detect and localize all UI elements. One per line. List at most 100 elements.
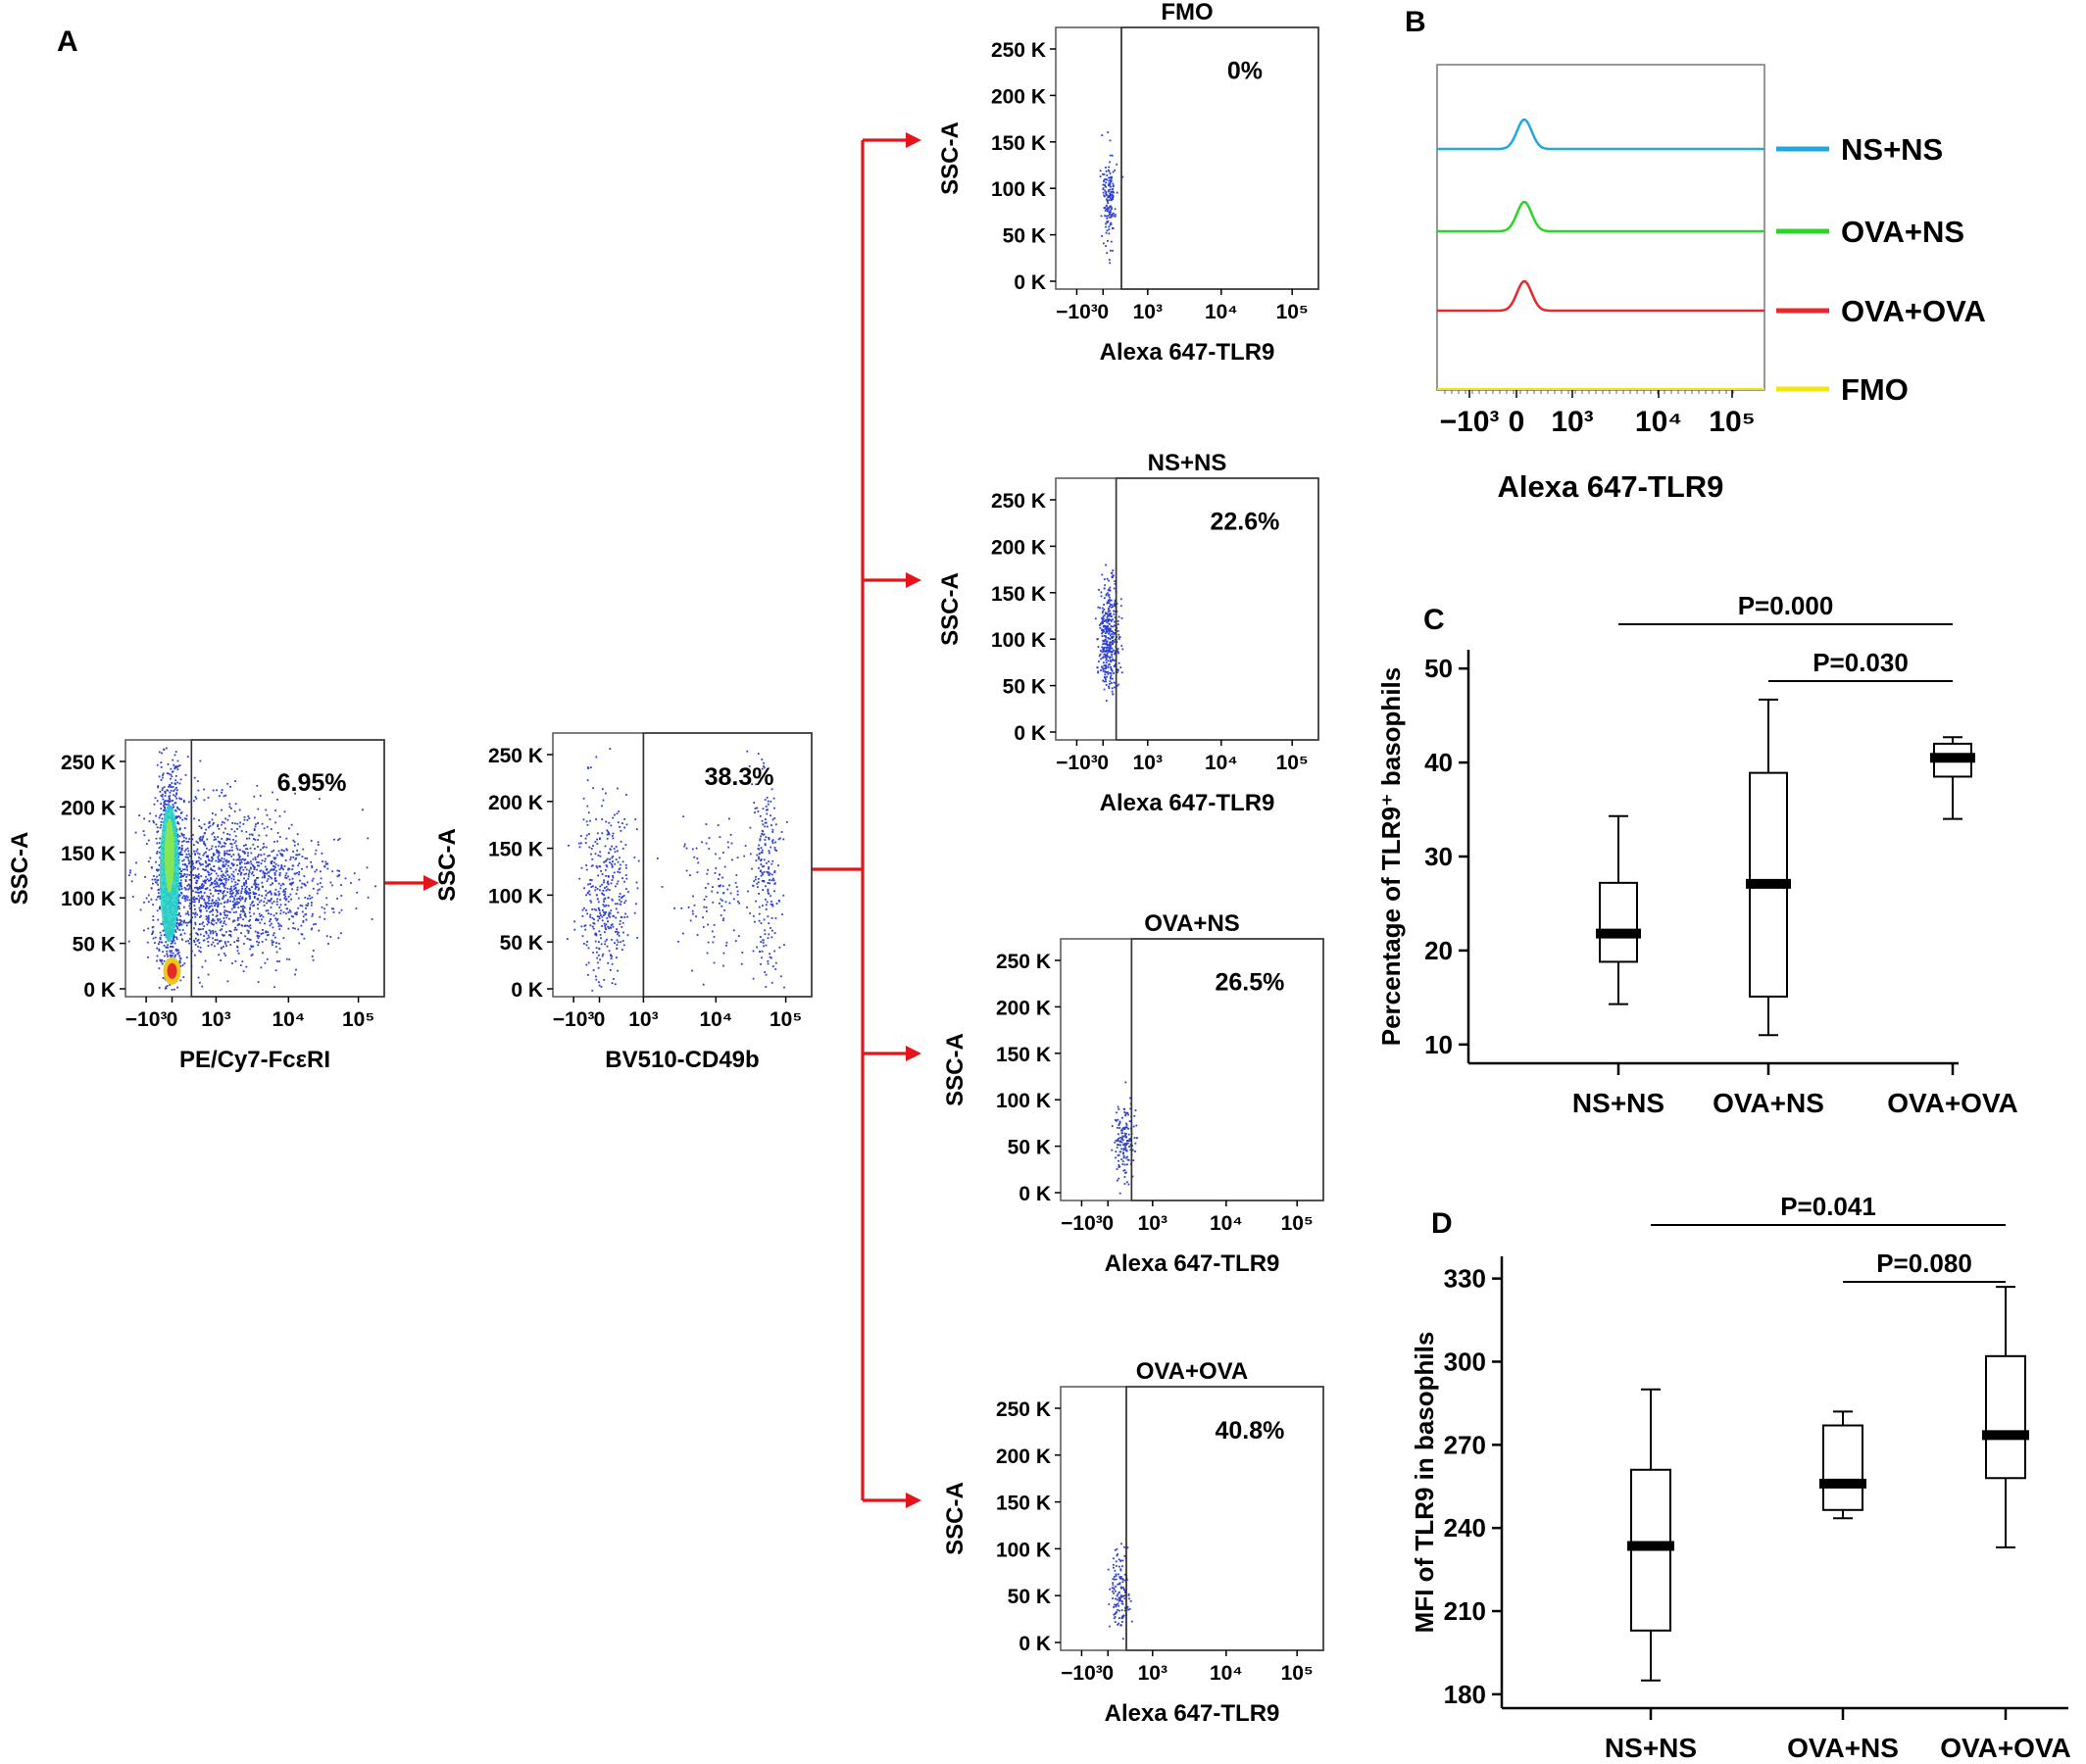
dot-plot-tlr9-ova-ns: 26.5% OVA+NS 250 K 200 K 150 K 100 K 50 K 0 K −1… [942,910,1324,1277]
histogram-trace [1437,280,1764,313]
y-tick-label: 50 K [1008,1137,1051,1159]
arrow-to-cd49b-gate [384,875,439,891]
y-tick-label: 100 K [991,178,1046,201]
plot-frame [1055,26,1319,290]
y-tick-label: 300 [1444,1347,1486,1376]
gate-percent: 38.3% [705,763,774,791]
event-dots [1111,1081,1138,1195]
x-tick-label: −10³ [1061,1662,1103,1685]
y-axis-label: SSC-A [942,1033,968,1106]
dot-plot-tlr9-ns-ns: 22.6% NS+NS 250 K 200 K 150 K 100 K 50 K 0 K −10… [937,450,1319,816]
x-tick-label: −10³ [125,1008,168,1031]
significance-bar: P=0.030 [1768,648,1953,682]
histogram-trace [1437,119,1764,151]
y-tick-label: 200 K [991,85,1046,108]
x-tick-label: 10⁵ [342,1008,374,1031]
y-tick-label: 250 K [996,1398,1051,1421]
dot-plot-tlr9-fmo: 0% FMO 250 K 200 K 150 K 100 K 50 K 0 K −10³ 0 10³… [937,0,1319,366]
dot-plot-gate-cd49b: 38.3% 250 K 200 K 150 K 100 K 50 K 0 K −10³ 0 10³… [434,732,813,1073]
x-tick-label: 0 [1097,752,1109,774]
arrow-to-ns-ns [863,572,921,588]
density-core [159,805,181,985]
gating-arrows [384,132,921,1508]
dot-plot-tlr9-ova-ova: 40.8% OVA+OVA 250 K 200 K 150 K 100 K 50 K 0 K−… [942,1358,1324,1727]
y-tick-label: 250 K [996,951,1051,973]
x-tick-label: 10⁴ [1210,1662,1243,1685]
x-tick-label: 0 [1102,1662,1114,1685]
histogram-trace [1437,201,1764,233]
histogram-panel-b: Alexa 647-TLR9 NS+NS OVA+NS OVA+OVA FMO −10³… [1436,64,1986,504]
histogram-xlabel: Alexa 647-TLR9 [1498,469,1724,504]
event-dots [1099,131,1124,265]
y-axis-label: SSC-A [937,122,964,195]
y-tick-label: 100 K [488,885,543,907]
box-ova-ns [1819,1410,1866,1520]
x-tick-label: 10³ [628,1008,658,1031]
histogram-frame [1436,64,1765,391]
y-tick-label: 200 K [488,792,543,814]
x-tick-label: 10⁴ [272,1008,305,1031]
histogram-x-tick: 10⁴ [1635,406,1682,438]
box-ova-ova [1930,736,1975,820]
x-tick-label: −10³ [1056,752,1098,774]
box-ova-ova [1982,1286,2029,1548]
y-axis-label: SSC-A [7,832,33,906]
y-tick-label: 200 K [991,536,1046,559]
y-tick-label: 200 K [996,997,1051,1019]
panel-label-d: D [1431,1207,1453,1240]
gate-box [1120,26,1319,290]
gate-box [642,732,813,998]
x-tick-label: 10³ [1138,1662,1167,1685]
x-tick-label: 0 [1097,301,1109,323]
y-tick-label: 50 K [73,934,116,956]
gate-box [1130,938,1324,1201]
y-tick-label: 250 K [488,745,543,767]
y-tick-label: 270 [1444,1430,1486,1459]
arrow-to-fmo [863,132,921,148]
y-tick-label: 20 [1424,936,1453,965]
gate-box [1125,1386,1324,1651]
x-category-label: OVA+OVA [1887,1088,2018,1118]
y-tick-label: 40 [1424,748,1453,777]
y-tick-label: 150 K [991,583,1046,606]
x-tick-label: 0 [167,1008,178,1031]
y-tick-label: 100 K [61,888,116,910]
legend-label: OVA+NS [1841,215,1964,249]
x-tick-label: 10⁵ [770,1008,802,1031]
y-tick-label: 250 K [991,39,1046,62]
legend-label: OVA+OVA [1841,294,1986,328]
x-tick-label: 10⁵ [1276,752,1309,774]
y-tick-label: 0 K [511,979,543,1002]
y-tick-label: 150 K [996,1044,1051,1066]
gate-percent: 6.95% [277,769,347,797]
x-tick-label: 10⁴ [699,1008,732,1031]
x-tick-label: 10³ [1133,752,1163,774]
gate-percent: 26.5% [1216,969,1285,997]
y-tick-label: 50 [1424,654,1453,683]
y-tick-label: 50 K [500,932,543,955]
x-axis-label: Alexa 647-TLR9 [1100,790,1275,816]
gate-box [1115,477,1319,741]
boxplot-panel-c: 10 20 30 40 50 NS+NS OVA+NS OVA+OVA P=0.000 P=0.0… [1376,591,2018,1118]
event-dots [567,748,788,992]
x-tick-label: −10³ [1056,301,1098,323]
box-ns-ns [1596,814,1641,1005]
dot-plot-gate-fceri: 6.95% 250 K 200 K 150 K 100 K 50 K 0 K −10³ 0 10³… [7,739,385,1073]
plot-title: NS+NS [1148,450,1227,476]
gate-percent: 40.8% [1216,1417,1285,1445]
x-tick-label: 0 [1102,1212,1114,1235]
x-tick-label: 10³ [201,1008,230,1031]
panel-label-c: C [1423,604,1445,636]
x-axis-label: Alexa 647-TLR9 [1105,1700,1280,1727]
x-category-label: OVA+NS [1787,1733,1899,1763]
plot-title: OVA+OVA [1136,1358,1248,1385]
x-axis-label: Alexa 647-TLR9 [1105,1250,1280,1277]
x-tick-label: 10⁴ [1205,752,1238,774]
x-category-label: OVA+OVA [1940,1733,2071,1763]
y-axis-label: Percentage of TLR9⁺ basophils [1376,667,1406,1046]
panel-label-a: A [57,25,78,58]
y-tick-label: 250 K [61,752,116,774]
y-axis-label: SSC-A [937,572,964,646]
